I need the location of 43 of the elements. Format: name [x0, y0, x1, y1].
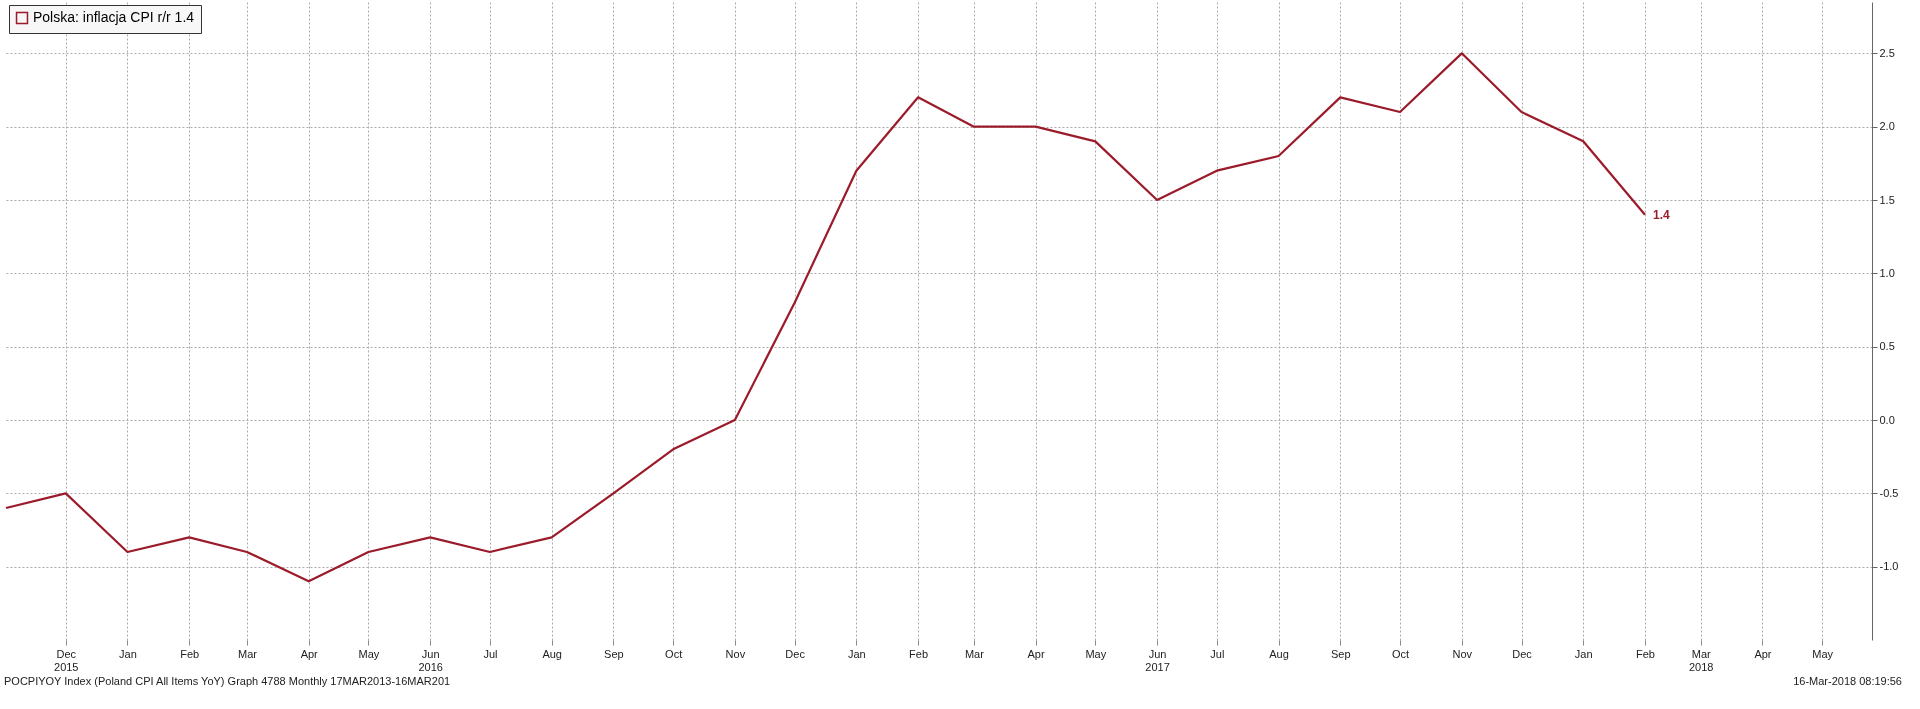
x-tick-label: Jun 2016 — [418, 647, 443, 673]
y-tick-label: 1.0 — [1879, 266, 1895, 279]
y-tick-label: 2.5 — [1879, 46, 1895, 59]
y-tick-label: 0.5 — [1879, 340, 1895, 353]
line-series — [4, 52, 1647, 583]
x-tick-label: Aug — [542, 647, 562, 660]
data-label: 1.4 — [1652, 207, 1670, 222]
x-tick-label: Dec — [1512, 647, 1533, 660]
x-tick-label: Jan — [1574, 647, 1593, 660]
legend-label: Polska: inflacja CPI r/r 1.4 — [33, 9, 195, 25]
x-tick-label: Apr — [1754, 647, 1772, 660]
x-tick-label: May — [358, 647, 380, 660]
x-tick-label: May — [1812, 647, 1834, 660]
x-tick-label: Oct — [665, 647, 683, 660]
x-tick-label: Nov — [725, 647, 746, 660]
y-tick-label: -1.0 — [1879, 560, 1899, 573]
x-tick-label: Feb — [180, 647, 200, 660]
text: POCPIYOY Index (Poland CPI All Items YoY) Graph 4788 Monthly 17MAR2013-16MAR201 — [4, 675, 451, 687]
y-tick-label: -0.5 — [1879, 486, 1899, 499]
x-tick-label: Jan — [847, 647, 866, 660]
x-tick-label: Mar — [237, 647, 258, 660]
x-tick-label: Jul — [1210, 647, 1225, 660]
x-tick-label: Feb — [1635, 647, 1655, 660]
x-tick-label: Nov — [1452, 647, 1473, 660]
x-tick-label: Mar 2018 — [1688, 647, 1714, 673]
x-tick-label: May — [1085, 647, 1107, 660]
x-tick-label: Apr — [1027, 647, 1045, 660]
x-tick-label: Mar — [964, 647, 985, 660]
x-tick-label: Jul — [483, 647, 498, 660]
x-tick-label: Dec — [785, 647, 806, 660]
x-tick-label: Jun 2017 — [1145, 647, 1170, 673]
text: 16-Mar-2018 08:19:56 — [1793, 675, 1902, 687]
x-tick-label: Feb — [909, 647, 929, 660]
x-tick-label: Dec 2015 — [54, 647, 79, 673]
y-tick-label: 0.0 — [1879, 413, 1895, 426]
y-tick-label: 2.0 — [1879, 120, 1895, 133]
x-tick-label: Jan — [119, 647, 137, 660]
x-tick-label: Sep — [1330, 647, 1351, 660]
x-tick-label: Aug — [1269, 647, 1289, 660]
x-tick-label: Oct — [1391, 647, 1410, 660]
x-tick-label: Apr — [300, 647, 319, 660]
y-tick-label: 1.5 — [1879, 193, 1895, 206]
x-tick-label: Sep — [604, 647, 624, 660]
